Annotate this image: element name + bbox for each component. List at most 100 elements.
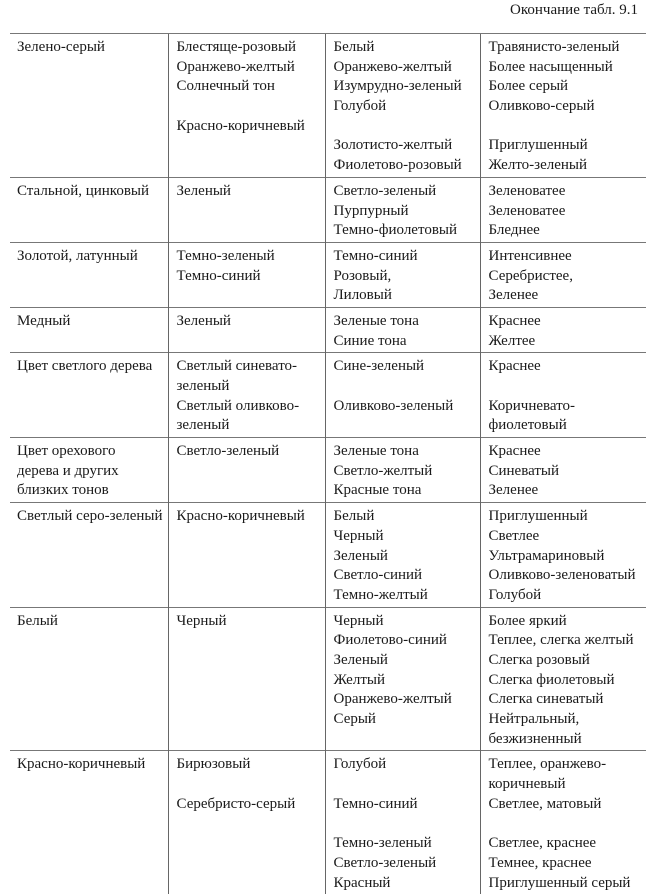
cell-line: зеленый <box>177 377 325 397</box>
cell-line <box>489 814 647 834</box>
cell-line: Оранжево-желтый <box>177 58 325 78</box>
cell-line: Стальной, цинковый <box>17 182 168 202</box>
cell-line: Интенсивнее <box>489 247 647 267</box>
cell-line: Зеленый <box>334 651 480 671</box>
cell-line: Серебристо-серый <box>177 795 325 815</box>
cell-line: Краснее <box>489 442 647 462</box>
cell-line <box>334 117 480 137</box>
cell-line: Оранжево-желтый <box>334 58 480 78</box>
cell-background-color: Медный <box>10 307 168 352</box>
cell-line: Темнее, краснее <box>489 854 647 874</box>
cell-line: Светлее <box>489 527 647 547</box>
cell-line: Красно-коричневый <box>177 117 325 137</box>
cell-line: Приглушенный <box>489 136 647 156</box>
cell-line: Светлый серо-зеленый <box>17 507 168 527</box>
cell-line: Темно-желтый <box>334 586 480 606</box>
cell-line <box>334 775 480 795</box>
cell-line: Темно-зеленый <box>177 247 325 267</box>
cell-line: Темно-синий <box>334 795 480 815</box>
cell-line: Ультрамариновый <box>489 547 647 567</box>
cell-line: Приглушенный <box>489 507 647 527</box>
cell-line: дерева и других <box>17 462 168 482</box>
cell-line: Слегка розовый <box>489 651 647 671</box>
cell-line <box>489 117 647 137</box>
cell-line: фиолетовый <box>489 416 647 436</box>
cell-line: зеленый <box>177 416 325 436</box>
cell-line: Светло-зеленый <box>334 854 480 874</box>
cell-line: Цвет орехового <box>17 442 168 462</box>
cell-line: Светло-зеленый <box>334 182 480 202</box>
cell-line: Оливково-зеленый <box>334 397 480 417</box>
cell-line: Лиловый <box>334 286 480 306</box>
cell-line: Зеленоватее <box>489 202 647 222</box>
cell-line: Желтый <box>334 671 480 691</box>
cell-contrast-color: Черный <box>168 607 325 751</box>
cell-line: Темно-синий <box>177 267 325 287</box>
cell-line: Белый <box>334 507 480 527</box>
cell-line: Оранжево-желтый <box>334 690 480 710</box>
cell-line: Черный <box>334 527 480 547</box>
cell-line: Блестяще-розовый <box>177 38 325 58</box>
table-row: Цвет светлого дерева Светлый синевато-зел… <box>10 353 646 438</box>
cell-line: Оливково-серый <box>489 97 647 117</box>
cell-object-color: Сине-зеленый Оливково-зеленый <box>325 353 480 438</box>
cell-line: Голубой <box>334 755 480 775</box>
cell-line: Красные тона <box>334 481 480 501</box>
cell-line: Золотой, латунный <box>17 247 168 267</box>
cell-line: Красный <box>334 874 480 894</box>
cell-line: Зелено-серый <box>17 38 168 58</box>
cell-line: Бледнее <box>489 221 647 241</box>
cell-background-color: Белый <box>10 607 168 751</box>
cell-contrast-color: Бирюзовый Серебристо-серый <box>168 751 325 894</box>
cell-line: Травянисто-зеленый <box>489 38 647 58</box>
cell-background-color: Зелено-серый <box>10 34 168 178</box>
cell-line: Черный <box>177 612 325 632</box>
cell-line: Светло-зеленый <box>177 442 325 462</box>
cell-line: Темно-зеленый <box>334 834 480 854</box>
cell-line: Пурпурный <box>334 202 480 222</box>
cell-background-color: Золотой, латунный <box>10 242 168 307</box>
cell-line: безжизненный <box>489 730 647 750</box>
cell-contrast-color: Светло-зеленый <box>168 438 325 503</box>
cell-line: Оливково-зеленоватый <box>489 566 647 586</box>
cell-line: близких тонов <box>17 481 168 501</box>
cell-line: Фиолетово-розовый <box>334 156 480 176</box>
cell-line: Зеленый <box>177 312 325 332</box>
cell-line <box>334 377 480 397</box>
cell-line: Зеленоватее <box>489 182 647 202</box>
cell-line: Желто-зеленый <box>489 156 647 176</box>
cell-line: Серебристее, <box>489 267 647 287</box>
cell-line: Зеленее <box>489 481 647 501</box>
cell-line: Светлее, краснее <box>489 834 647 854</box>
cell-background-color: Цвет светлого дерева <box>10 353 168 438</box>
cell-line: Светлый синевато- <box>177 357 325 377</box>
cell-line: Черный <box>334 612 480 632</box>
cell-line: Желтее <box>489 332 647 352</box>
cell-line: Сине-зеленый <box>334 357 480 377</box>
cell-line: Голубой <box>489 586 647 606</box>
cell-line: Золотисто-желтый <box>334 136 480 156</box>
cell-line: Бирюзовый <box>177 755 325 775</box>
cell-line <box>334 814 480 834</box>
cell-line: Краснее <box>489 312 647 332</box>
cell-line: Белый <box>17 612 168 632</box>
cell-line: коричневый <box>489 775 647 795</box>
cell-line: Солнечный тон <box>177 77 325 97</box>
